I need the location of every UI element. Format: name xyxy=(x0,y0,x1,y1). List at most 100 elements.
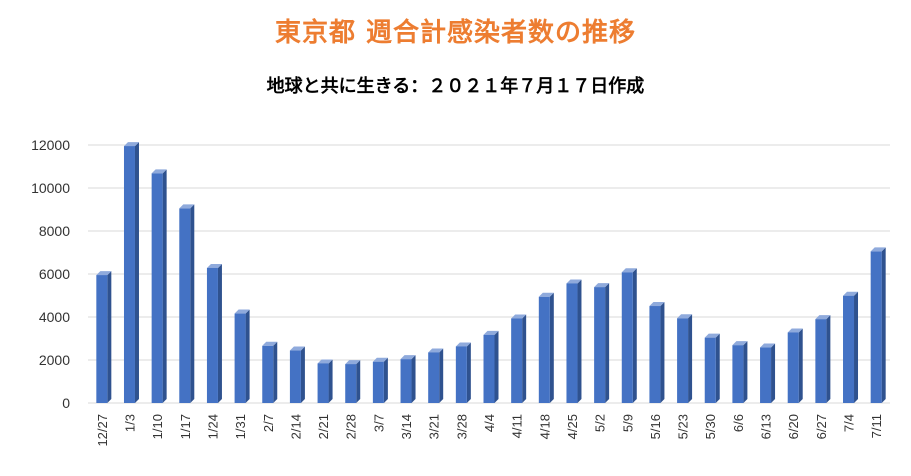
bar xyxy=(566,279,582,403)
bar xyxy=(843,291,859,403)
bar xyxy=(760,343,776,403)
y-tick-label: 10000 xyxy=(31,180,70,196)
bar-front xyxy=(317,363,329,403)
bar-side xyxy=(854,291,859,403)
x-tick-label: 3/7 xyxy=(371,414,386,432)
y-tick-label: 8000 xyxy=(39,223,70,239)
bar-side xyxy=(217,263,222,403)
bar-front xyxy=(428,352,440,403)
bar-top xyxy=(123,142,139,147)
bar-side xyxy=(522,314,527,403)
x-tick-label: 2/21 xyxy=(316,414,331,439)
bar-front xyxy=(483,334,495,403)
bar-side xyxy=(660,302,665,403)
bar-side xyxy=(494,330,499,403)
x-tick-label: 1/10 xyxy=(150,414,165,439)
bar-top xyxy=(566,279,582,284)
bar-top xyxy=(594,283,610,288)
bar-side xyxy=(300,346,305,403)
bar-top xyxy=(511,314,527,319)
x-tick-label: 3/21 xyxy=(427,414,442,439)
x-tick-label: 5/2 xyxy=(593,414,608,432)
x-tick-label: 3/28 xyxy=(454,414,469,439)
bar-top xyxy=(400,355,416,360)
bar xyxy=(345,360,361,403)
bar-front xyxy=(345,364,357,403)
x-tick-label: 6/13 xyxy=(759,414,774,439)
x-tick-label: 6/20 xyxy=(786,414,801,439)
bar xyxy=(732,341,748,403)
x-tick-label: 1/17 xyxy=(178,414,193,439)
bar-top xyxy=(455,342,471,347)
y-axis-ticks: 0 2000 4000 6000 8000 10000 12000 xyxy=(31,137,70,411)
y-tick-label: 12000 xyxy=(31,137,70,153)
bar-side xyxy=(190,204,195,403)
chart-title: 東京都 週合計感染者数の推移 xyxy=(274,18,637,48)
bar-top xyxy=(262,341,278,346)
bar-front xyxy=(566,283,578,403)
x-tick-label: 2/28 xyxy=(344,414,359,439)
bar-front xyxy=(455,346,467,403)
bar-top xyxy=(815,315,831,320)
bar xyxy=(649,302,665,403)
bar xyxy=(483,330,499,403)
bar-side xyxy=(273,341,278,403)
bar xyxy=(151,169,167,403)
bar xyxy=(538,292,554,403)
bar-side xyxy=(743,341,748,403)
bar xyxy=(511,314,527,403)
bar xyxy=(289,346,305,403)
bar-top xyxy=(649,302,665,307)
bar-top xyxy=(234,309,250,314)
bar-side xyxy=(439,348,444,403)
bar-front xyxy=(594,287,606,403)
x-tick-label: 12/27 xyxy=(95,414,110,447)
y-tick-label: 4000 xyxy=(39,309,70,325)
bar-top xyxy=(428,348,444,353)
bar-front xyxy=(649,306,661,403)
bar xyxy=(621,268,637,403)
bar-front xyxy=(704,337,716,403)
bar xyxy=(123,142,139,403)
bar xyxy=(455,342,471,403)
bar-top xyxy=(621,268,637,273)
bar-top xyxy=(96,271,112,276)
x-tick-label: 6/6 xyxy=(731,414,746,432)
bar-side xyxy=(162,169,167,403)
bar-front xyxy=(234,313,246,403)
bar-side xyxy=(356,360,361,403)
bar xyxy=(704,333,720,403)
x-tick-label: 5/16 xyxy=(648,414,663,439)
bar xyxy=(400,355,416,403)
bar-front xyxy=(621,272,633,403)
bar xyxy=(179,204,195,403)
bar-front xyxy=(123,146,135,403)
x-tick-label: 6/27 xyxy=(814,414,829,439)
bar-front xyxy=(732,345,744,403)
x-tick-label: 3/14 xyxy=(399,414,414,439)
bar-front xyxy=(289,350,301,403)
bar-side xyxy=(328,359,333,403)
bar-top xyxy=(317,359,333,364)
bar-side xyxy=(771,343,776,403)
bar-front xyxy=(538,296,550,403)
x-tick-label: 4/18 xyxy=(537,414,552,439)
x-tick-label: 4/4 xyxy=(482,414,497,432)
bar-top xyxy=(843,291,859,296)
x-tick-label: 2/14 xyxy=(288,414,303,439)
bar-top xyxy=(206,263,222,268)
bar-side xyxy=(383,357,388,403)
bar-front xyxy=(372,361,384,403)
bar-side xyxy=(549,292,554,403)
x-tick-label: 4/11 xyxy=(510,414,525,438)
bar-side xyxy=(577,279,582,403)
y-tick-label: 2000 xyxy=(39,352,70,368)
bar-top xyxy=(372,357,388,362)
y-tick-label: 0 xyxy=(62,395,70,411)
bar xyxy=(234,309,250,403)
bar xyxy=(677,314,693,403)
x-tick-label: 1/3 xyxy=(122,414,137,432)
bar-side xyxy=(134,142,139,403)
bar-front xyxy=(843,295,855,403)
bar-front xyxy=(400,359,412,403)
